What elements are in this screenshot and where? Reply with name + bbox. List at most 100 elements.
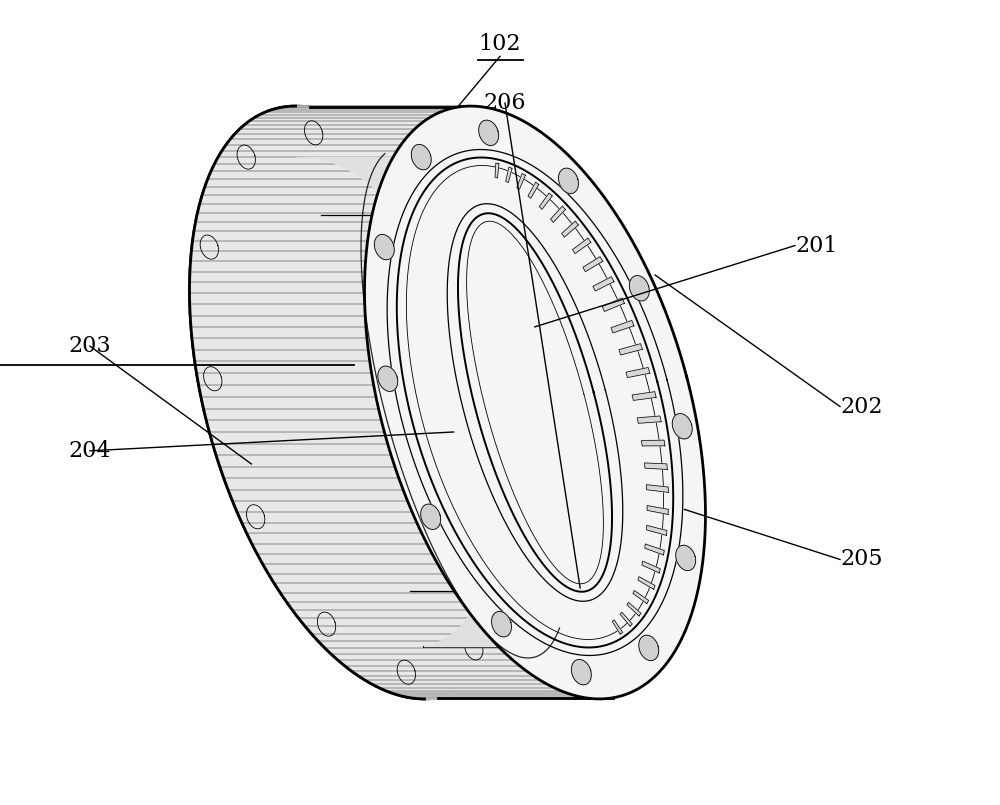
Polygon shape xyxy=(439,640,618,642)
Polygon shape xyxy=(559,168,578,193)
Polygon shape xyxy=(465,329,644,338)
Polygon shape xyxy=(359,176,539,180)
Polygon shape xyxy=(459,624,638,628)
Polygon shape xyxy=(644,551,663,562)
Polygon shape xyxy=(266,109,446,112)
Polygon shape xyxy=(352,671,533,676)
Polygon shape xyxy=(384,169,403,193)
Text: 102: 102 xyxy=(479,33,521,56)
Polygon shape xyxy=(370,184,550,189)
Polygon shape xyxy=(454,302,633,311)
Polygon shape xyxy=(190,262,366,272)
Polygon shape xyxy=(497,518,673,526)
Polygon shape xyxy=(642,561,660,573)
Polygon shape xyxy=(216,456,395,467)
Polygon shape xyxy=(484,558,501,573)
Polygon shape xyxy=(222,145,401,151)
Polygon shape xyxy=(455,276,473,300)
Polygon shape xyxy=(429,644,609,646)
Polygon shape xyxy=(190,106,530,699)
Polygon shape xyxy=(337,164,517,167)
Polygon shape xyxy=(624,608,637,621)
Polygon shape xyxy=(392,204,572,210)
Polygon shape xyxy=(247,534,427,544)
Polygon shape xyxy=(465,636,483,660)
Polygon shape xyxy=(434,642,614,644)
Polygon shape xyxy=(676,545,696,571)
Polygon shape xyxy=(257,554,438,564)
Polygon shape xyxy=(469,338,647,348)
Polygon shape xyxy=(226,139,405,145)
Polygon shape xyxy=(551,619,559,635)
Polygon shape xyxy=(274,584,455,592)
Polygon shape xyxy=(242,522,422,534)
Polygon shape xyxy=(263,564,443,574)
Polygon shape xyxy=(498,482,673,492)
Polygon shape xyxy=(571,659,591,685)
Polygon shape xyxy=(200,195,377,204)
Polygon shape xyxy=(374,234,394,260)
Polygon shape xyxy=(510,588,524,605)
Polygon shape xyxy=(494,543,670,551)
Polygon shape xyxy=(332,162,512,164)
Polygon shape xyxy=(484,386,661,396)
Polygon shape xyxy=(562,221,578,237)
Polygon shape xyxy=(224,478,403,489)
Polygon shape xyxy=(620,612,632,626)
Polygon shape xyxy=(358,676,540,680)
Polygon shape xyxy=(484,580,662,586)
Polygon shape xyxy=(244,121,424,125)
Polygon shape xyxy=(205,179,383,187)
Polygon shape xyxy=(372,684,554,687)
Polygon shape xyxy=(193,231,369,241)
Polygon shape xyxy=(201,397,378,408)
Polygon shape xyxy=(407,223,588,230)
Polygon shape xyxy=(203,408,381,420)
Polygon shape xyxy=(506,167,512,183)
Polygon shape xyxy=(228,489,407,501)
Polygon shape xyxy=(317,612,336,636)
Polygon shape xyxy=(496,454,672,464)
Polygon shape xyxy=(599,627,606,642)
Polygon shape xyxy=(438,477,461,490)
Text: 204: 204 xyxy=(69,440,111,462)
Polygon shape xyxy=(206,420,384,432)
Polygon shape xyxy=(640,568,658,580)
Polygon shape xyxy=(402,217,582,223)
Polygon shape xyxy=(458,311,637,320)
Polygon shape xyxy=(537,611,547,627)
Polygon shape xyxy=(213,444,391,456)
Polygon shape xyxy=(200,235,218,259)
Polygon shape xyxy=(214,157,393,164)
Polygon shape xyxy=(399,696,580,697)
Polygon shape xyxy=(365,680,547,684)
Polygon shape xyxy=(462,320,640,329)
Polygon shape xyxy=(280,592,461,601)
Polygon shape xyxy=(260,112,441,114)
Polygon shape xyxy=(271,108,452,109)
Polygon shape xyxy=(364,180,545,184)
Polygon shape xyxy=(292,610,474,618)
Polygon shape xyxy=(475,357,653,367)
Polygon shape xyxy=(418,237,598,245)
Polygon shape xyxy=(578,629,581,643)
Text: 203: 203 xyxy=(69,335,111,357)
Polygon shape xyxy=(627,602,641,616)
Polygon shape xyxy=(218,151,397,157)
Polygon shape xyxy=(321,159,501,160)
Polygon shape xyxy=(619,344,642,355)
Polygon shape xyxy=(478,367,656,377)
Text: 201: 201 xyxy=(795,234,838,257)
Polygon shape xyxy=(602,298,624,312)
Polygon shape xyxy=(447,634,627,638)
Polygon shape xyxy=(397,660,416,684)
Polygon shape xyxy=(198,204,375,213)
Polygon shape xyxy=(202,187,380,195)
Polygon shape xyxy=(318,641,500,648)
Polygon shape xyxy=(459,520,480,535)
Polygon shape xyxy=(193,350,370,361)
Polygon shape xyxy=(405,697,587,698)
Polygon shape xyxy=(255,114,435,118)
Polygon shape xyxy=(642,446,666,452)
Polygon shape xyxy=(204,367,222,390)
